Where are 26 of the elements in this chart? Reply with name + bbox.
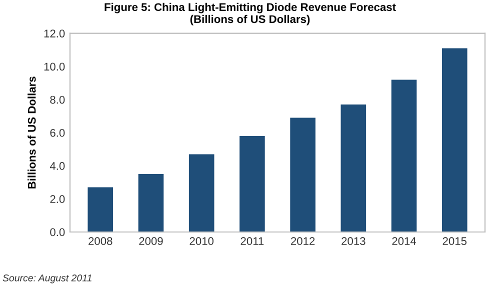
- x-tick-label: 2009: [139, 237, 163, 246]
- source-note: Source: August 2011: [2, 274, 92, 284]
- x-tick-label: 2010: [190, 237, 214, 246]
- x-tick-label: 2012: [291, 237, 315, 246]
- chart-title: Figure 5: China Light-Emitting Diode Revenue Forecast (Billions of US Dollars): [104, 2, 396, 26]
- x-tick-label: 2008: [88, 237, 112, 246]
- bar: [442, 48, 468, 232]
- y-axis-title: Billions of US Dollars: [28, 76, 36, 188]
- x-tick-label: 2015: [442, 237, 467, 246]
- bar: [290, 118, 316, 232]
- y-tick-label: 10.0: [44, 62, 65, 71]
- bar: [88, 187, 114, 232]
- bar: [138, 174, 164, 232]
- bar: [240, 136, 265, 232]
- bar: [391, 80, 417, 232]
- y-tick-label: 0.0: [50, 228, 65, 236]
- x-tick-label: 2013: [342, 237, 366, 246]
- bar: [340, 104, 366, 232]
- y-tick-label: 4.0: [50, 162, 65, 170]
- y-tick-label: 12.0: [44, 30, 65, 38]
- y-tick-label: 2.0: [50, 195, 65, 204]
- bar: [188, 154, 214, 232]
- y-tick-label: 8.0: [50, 96, 65, 104]
- x-tick-label: 2011: [240, 237, 264, 246]
- x-tick-label: 2014: [392, 237, 416, 246]
- y-tick-label: 6.0: [50, 128, 65, 137]
